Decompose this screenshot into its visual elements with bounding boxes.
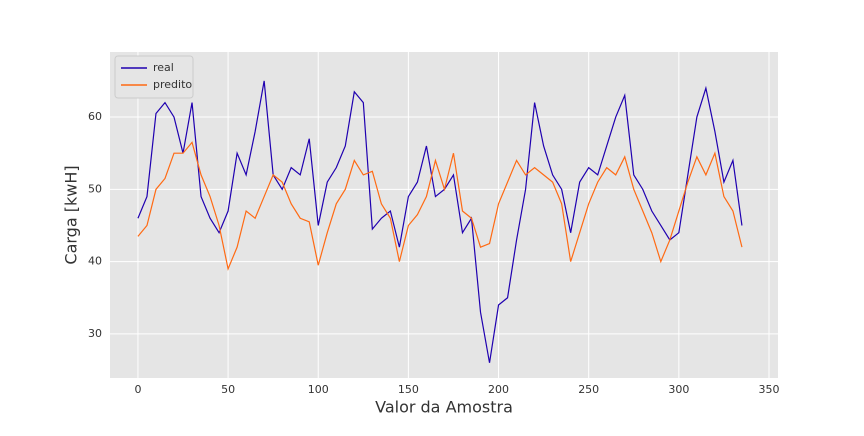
y-tick-label: 30 [88,327,102,340]
y-tick-label: 40 [88,255,102,268]
plot-area [110,52,778,378]
x-tick-label: 350 [758,383,779,396]
legend-label: predito [153,78,192,91]
x-tick-label: 100 [308,383,329,396]
y-tick-label: 60 [88,110,102,123]
x-tick-label: 50 [221,383,235,396]
y-tick-label: 50 [88,182,102,195]
x-axis-label: Valor da Amostra [375,398,513,417]
x-tick-label: 250 [578,383,599,396]
x-tick-label: 0 [134,383,141,396]
x-tick-label: 150 [398,383,419,396]
x-tick-label: 200 [488,383,509,396]
legend-box [114,55,194,99]
x-tick-label: 300 [668,383,689,396]
line-series [137,80,743,363]
y-axis-label: Carga [kwH] [62,165,81,264]
legend-label: real [153,61,174,74]
line-series [137,141,743,271]
